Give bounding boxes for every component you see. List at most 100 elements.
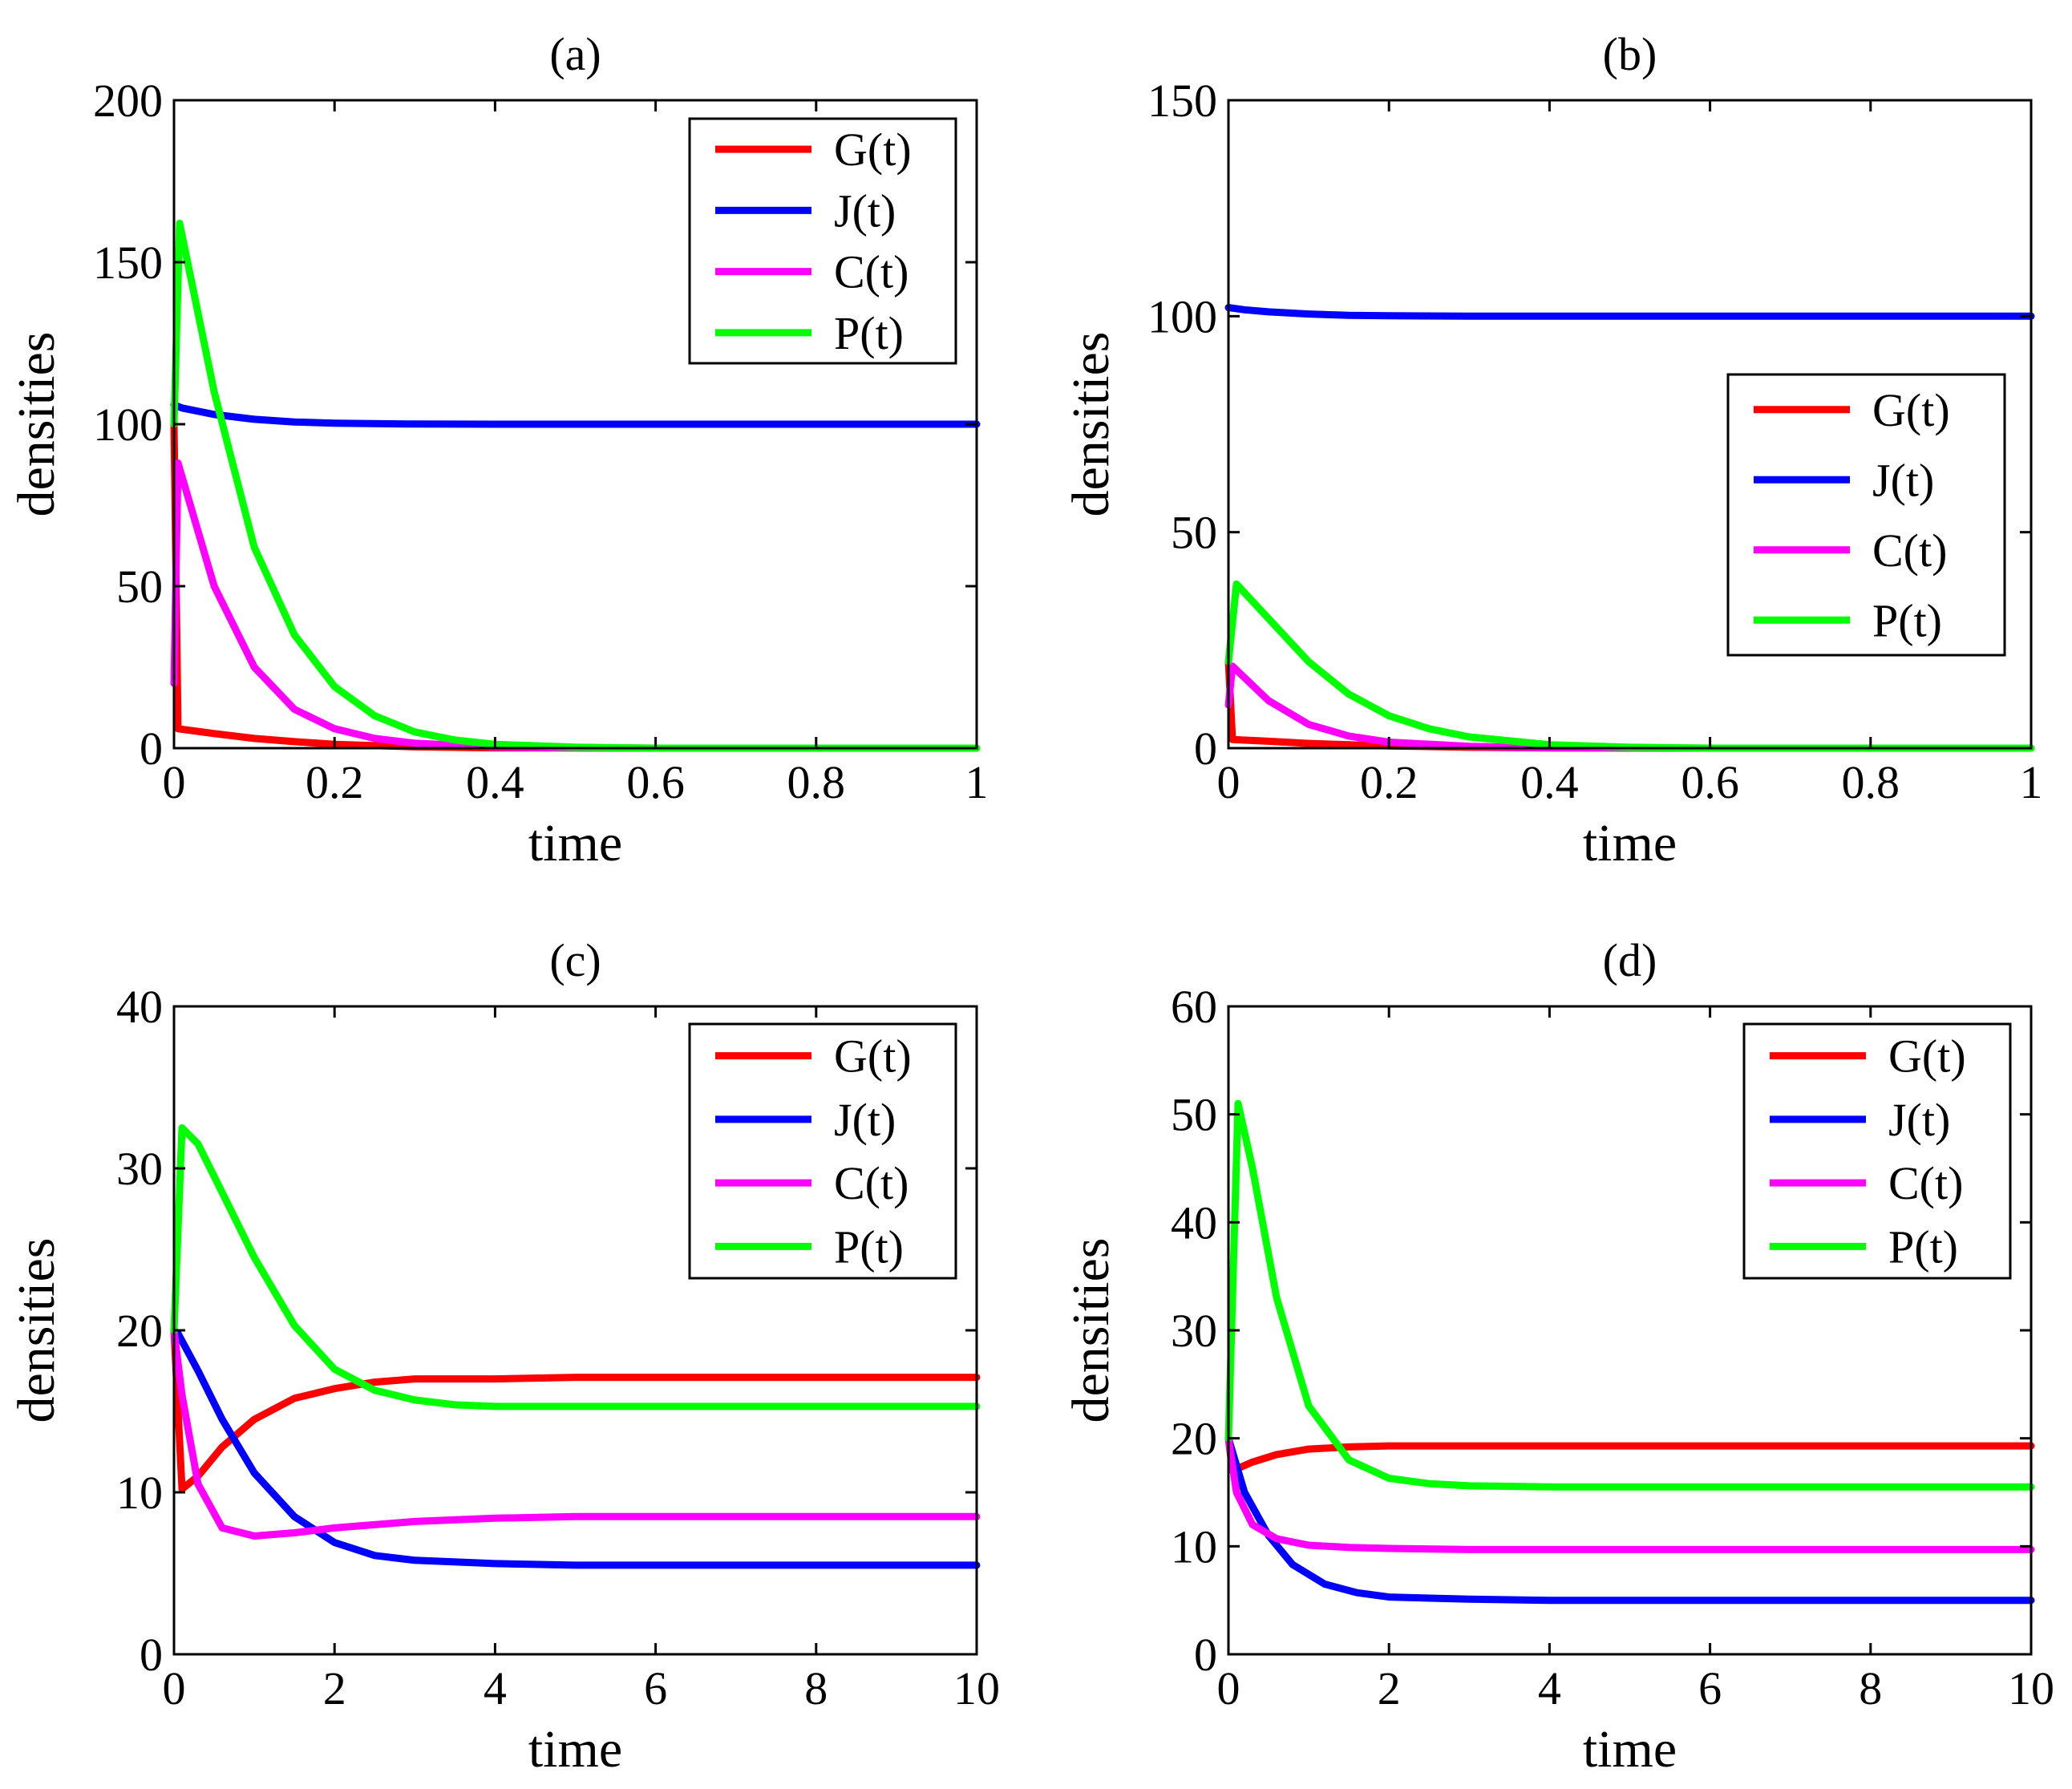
y-tick-label: 10: [1171, 1520, 1217, 1572]
series-line-c: [1224, 662, 2035, 752]
legend-label: J(t): [834, 184, 896, 237]
legend-label: P(t): [834, 1220, 904, 1273]
y-tick-label: 100: [1147, 290, 1217, 342]
series-line-p: [1224, 1099, 2035, 1491]
x-tick-label: 0.2: [306, 756, 364, 808]
y-tick-label: 30: [116, 1143, 163, 1195]
legend-label: J(t): [1888, 1094, 1950, 1146]
y-tick-label: 10: [116, 1467, 163, 1519]
x-axis-label: time: [528, 814, 622, 872]
legend: G(t) J(t) C(t) P(t): [1742, 1022, 2012, 1280]
legend-box: [1742, 1022, 2012, 1280]
y-tick-label: 20: [116, 1305, 163, 1357]
legend: G(t) J(t) C(t) P(t): [1726, 373, 2006, 657]
chart-title: (c): [549, 934, 601, 986]
subplot-a: (a) 0 0.2 0.4 0.6 0.8 1 0 50 100 150 200 time densiti…: [7, 28, 989, 872]
x-tick-label: 0.8: [1842, 756, 1900, 808]
legend-label: J(t): [834, 1094, 896, 1146]
y-tick-label: 60: [1171, 981, 1217, 1033]
y-tick-label: 0: [140, 722, 163, 775]
y-axis-label: densities: [7, 1238, 66, 1423]
x-tick-label: 0.8: [787, 756, 846, 808]
legend-label: J(t): [1872, 454, 1934, 506]
legend-label: P(t): [1872, 594, 1942, 646]
y-tick-label: 200: [93, 75, 163, 127]
subplot-d: (d) 0 2 4 6 8 10 0 10 20 30 40 50 60 time densities G(t)…: [1062, 934, 2054, 1779]
y-tick-label: 0: [1194, 1629, 1217, 1681]
series-line-c: [170, 459, 981, 752]
x-tick-label: 0: [163, 1662, 186, 1714]
legend-label: G(t): [834, 1030, 912, 1083]
y-tick-label: 20: [1171, 1413, 1217, 1465]
x-tick-label: 0: [163, 756, 186, 808]
x-axis-label: time: [1583, 1720, 1677, 1779]
chart-title: (a): [549, 28, 601, 80]
series-lines: [170, 1124, 981, 1569]
y-tick-label: 50: [1171, 507, 1217, 559]
x-tick-label: 8: [1859, 1662, 1882, 1714]
legend: G(t) J(t) C(t) P(t): [688, 1022, 957, 1280]
x-tick-label: 0.4: [1520, 756, 1579, 808]
x-tick-label: 4: [484, 1662, 507, 1714]
x-tick-label: 0: [1217, 756, 1240, 808]
series-line-c: [170, 1326, 981, 1540]
legend-label: G(t): [1872, 384, 1950, 436]
x-tick-label: 10: [2008, 1662, 2054, 1714]
series-lines: [1224, 1099, 2035, 1605]
y-tick-label: 40: [116, 981, 163, 1033]
x-tick-label: 0.2: [1360, 756, 1418, 808]
legend-label: G(t): [834, 123, 912, 176]
y-axis-label: densities: [7, 332, 66, 517]
chart-title: (b): [1603, 28, 1657, 80]
x-tick-label: 10: [953, 1662, 1000, 1714]
x-tick-label: 0.4: [466, 756, 524, 808]
legend-label: P(t): [1888, 1220, 1958, 1273]
y-axis-label: densities: [1062, 1238, 1120, 1423]
subplot-c: (c) 0 2 4 6 8 10 0 10 20 30 40 time densities G(t) J(t)…: [7, 934, 1000, 1779]
y-tick-label: 50: [1171, 1089, 1217, 1141]
series-line-c: [1224, 1435, 2035, 1553]
y-tick-label: 40: [1171, 1196, 1217, 1249]
y-tick-label: 150: [1147, 75, 1217, 127]
y-tick-label: 100: [93, 399, 163, 451]
x-tick-label: 6: [1698, 1662, 1722, 1714]
legend-label: C(t): [834, 1157, 909, 1209]
x-tick-label: 0: [1217, 1662, 1240, 1714]
subplot-b: (b) 0 0.2 0.4 0.6 0.8 1 0 50 100 150 time densities G…: [1062, 28, 2043, 872]
legend-box: [688, 1022, 957, 1280]
y-tick-label: 0: [1194, 722, 1217, 775]
x-tick-label: 0.6: [1681, 756, 1739, 808]
chart-title: (d): [1603, 934, 1657, 986]
y-tick-label: 0: [140, 1629, 163, 1681]
y-tick-label: 30: [1171, 1305, 1217, 1357]
x-tick-label: 4: [1538, 1662, 1561, 1714]
x-tick-label: 2: [323, 1662, 346, 1714]
x-axis-label: time: [1583, 814, 1677, 872]
x-tick-label: 0.6: [626, 756, 685, 808]
series-line-g: [170, 1326, 981, 1493]
x-tick-label: 6: [644, 1662, 667, 1714]
legend-label: G(t): [1888, 1030, 1966, 1083]
legend: G(t) J(t) C(t) P(t): [688, 117, 957, 365]
x-tick-label: 1: [2020, 756, 2043, 808]
x-tick-label: 2: [1378, 1662, 1401, 1714]
series-line-g: [1224, 1435, 2035, 1475]
legend-label: C(t): [1872, 524, 1947, 577]
legend-label: C(t): [1888, 1157, 1963, 1209]
legend-label: P(t): [834, 307, 904, 359]
legend-box: [1726, 373, 2006, 657]
y-axis-label: densities: [1062, 332, 1120, 517]
y-tick-label: 50: [116, 561, 163, 613]
series-line-j: [170, 401, 981, 428]
plot-frame: [1227, 99, 2033, 750]
series-line-g: [170, 420, 981, 752]
legend-label: C(t): [834, 246, 909, 298]
x-tick-label: 1: [965, 756, 989, 808]
series-line-j: [170, 1326, 981, 1569]
x-axis-label: time: [528, 1720, 622, 1779]
y-tick-label: 150: [93, 237, 163, 289]
legend-box: [688, 117, 957, 365]
series-line-p: [170, 1124, 981, 1411]
series-line-j: [1224, 304, 2035, 320]
